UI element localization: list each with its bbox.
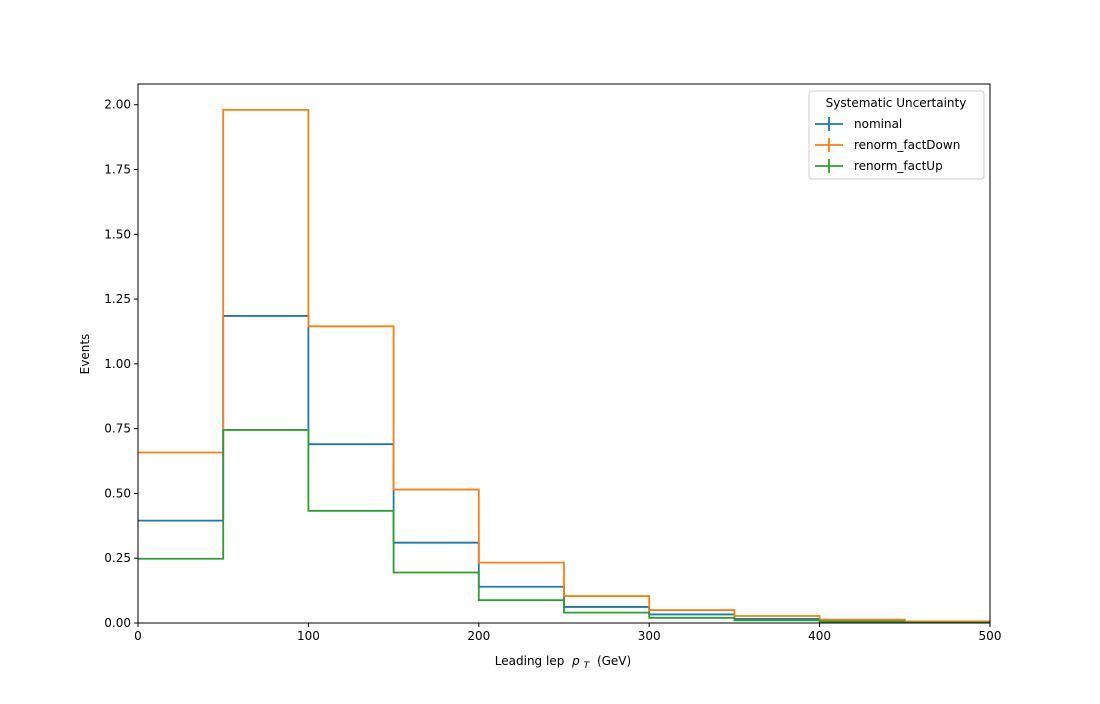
series-line-renorm_factUp xyxy=(138,429,990,624)
x-tick-label: 100 xyxy=(297,629,320,643)
y-tick-label: 1.50 xyxy=(104,227,131,241)
series-renorm_factUp xyxy=(138,429,990,624)
legend-entry-nominal: nominal xyxy=(815,117,902,131)
legend-label: renorm_factUp xyxy=(854,159,943,173)
legend-entry-renorm_factDown: renorm_factDown xyxy=(815,138,960,152)
legend-label: renorm_factDown xyxy=(854,138,960,152)
y-tick-label: 0.00 xyxy=(104,616,131,630)
y-tick-label: 0.25 xyxy=(104,551,131,565)
y-tick-label: 0.50 xyxy=(104,486,131,500)
y-tick-label: 1.75 xyxy=(104,163,131,177)
x-tick-label: 400 xyxy=(808,629,831,643)
x-tick-label: 300 xyxy=(638,629,661,643)
axes-frame xyxy=(137,83,991,624)
axes-layer: 0 100 200 300 400 500 0.00 0.25 0.50 0.75 1.00 1.25… xyxy=(104,83,1002,643)
series-line-renorm_factDown xyxy=(138,109,990,623)
legend-entries: nominal renorm_factDown renorm_factUp xyxy=(815,117,960,173)
x-axis-label: Leading lep p T (GeV) xyxy=(495,654,631,671)
legend-title: Systematic Uncertainty xyxy=(826,96,967,110)
plot-layer xyxy=(138,109,990,624)
y-tick-label: 0.75 xyxy=(104,422,131,436)
x-axis-label-symbol: p xyxy=(571,654,580,668)
y-tick-label: 2.00 xyxy=(104,98,131,112)
x-axis-label-subscript: T xyxy=(584,661,591,671)
legend-entry-renorm_factUp: renorm_factUp xyxy=(815,159,943,173)
legend: Systematic Uncertainty nominal renorm_fac… xyxy=(808,90,985,180)
series-renorm_factDown xyxy=(138,109,990,623)
y-axis-label: Events xyxy=(78,334,92,375)
legend-label: nominal xyxy=(854,117,902,131)
legend-frame xyxy=(808,90,985,180)
x-tick-label: 0 xyxy=(134,629,142,643)
x-axis-label-unit: (GeV) xyxy=(597,654,631,668)
x-tick-label: 500 xyxy=(979,629,1002,643)
x-tick-label: 200 xyxy=(467,629,490,643)
x-axis-label-text: Leading lep xyxy=(495,654,565,668)
y-tick-label: 1.00 xyxy=(104,357,131,371)
y-tick-label: 1.25 xyxy=(104,292,131,306)
